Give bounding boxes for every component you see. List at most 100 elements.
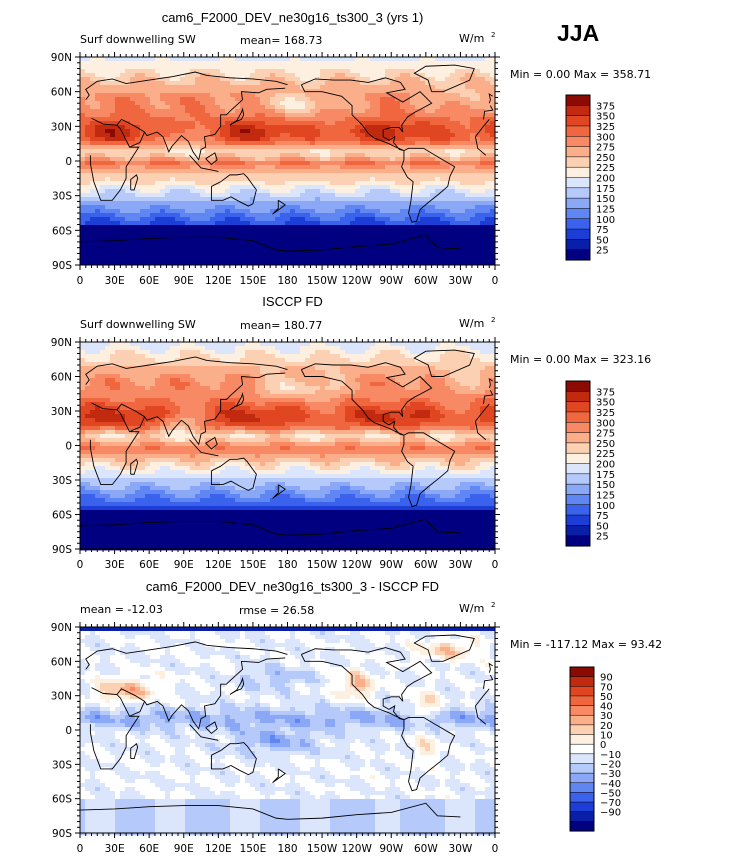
x-tick-label: 150E	[240, 559, 267, 571]
x-tick-label: 120W	[341, 559, 372, 571]
colorbar-label: −50	[600, 788, 621, 799]
coastline	[130, 458, 139, 475]
colorbar-box	[565, 494, 591, 506]
colorbar-label: 90	[600, 673, 613, 684]
coastline	[483, 390, 494, 405]
colorbar-box	[565, 187, 591, 199]
coastline	[85, 641, 288, 670]
y-tick-label: 0	[65, 441, 72, 453]
coastline	[210, 742, 257, 776]
y-tick-label: 60N	[51, 87, 72, 99]
x-tick-label: 0	[77, 559, 84, 571]
x-tick-label: 30W	[449, 559, 473, 571]
colorbar-box	[569, 724, 595, 736]
colorbar-label: −70	[600, 798, 621, 809]
colorbar-box	[569, 763, 595, 774]
x-tick-label: 90E	[174, 275, 194, 287]
colorbar-box	[565, 146, 591, 158]
colorbar-label: 100	[596, 501, 615, 512]
coastline	[272, 768, 286, 784]
x-tick-label: 0	[77, 275, 84, 287]
y-tick-label: 60S	[52, 794, 72, 806]
x-tick-label: 120E	[205, 843, 232, 855]
colorbar-label: 10	[600, 731, 613, 742]
colorbar-label: 50	[600, 692, 613, 703]
colorbar-label: 225	[596, 449, 615, 460]
y-tick-label: 0	[65, 725, 72, 737]
colorbar-box	[565, 432, 591, 444]
panel-title: ISCCP FD	[262, 294, 322, 309]
colorbar-box	[569, 782, 595, 793]
colorbar-box	[565, 401, 591, 413]
units-label: W/m	[459, 32, 484, 45]
x-tick-label: 120W	[341, 843, 372, 855]
colorbar-label: 200	[596, 174, 615, 185]
units-superscript: 2	[491, 601, 495, 609]
colorbar-label: 0	[600, 740, 606, 751]
coastline	[129, 131, 145, 148]
colorbar-box	[569, 676, 595, 687]
colorbar-box	[565, 177, 591, 189]
coastlines	[79, 64, 494, 252]
colorbar-label: 150	[596, 480, 615, 491]
coastline	[116, 87, 286, 161]
coastline	[89, 117, 140, 201]
x-tick-label: 150W	[307, 559, 338, 571]
map-panel-1: cam6_F2000_DEV_ne30g16_ts300_3 (yrs 1) Su…	[51, 10, 651, 287]
coastline	[474, 705, 487, 725]
colorbar-box	[565, 125, 591, 137]
colorbar-box	[565, 514, 591, 526]
colorbar-box	[565, 504, 591, 516]
colorbar-label: 25	[596, 246, 609, 257]
x-tick-label: 120W	[341, 275, 372, 287]
x-tick-label: 120E	[205, 275, 232, 287]
coastline	[205, 721, 218, 735]
coastline	[89, 687, 140, 770]
coastline	[488, 662, 493, 673]
colorbar-box	[565, 218, 591, 230]
colorbar-box	[565, 473, 591, 485]
coastline	[483, 674, 494, 689]
colorbar-box	[565, 452, 591, 465]
coastline	[129, 701, 145, 717]
colorbar-label: 125	[596, 490, 615, 501]
colorbar-box	[565, 442, 591, 454]
y-tick-label: 30N	[51, 121, 72, 133]
colorbar-box	[565, 422, 591, 434]
colorbar-box	[565, 535, 591, 547]
colorbar-box	[569, 714, 595, 726]
colorbar-box	[565, 136, 591, 148]
panel-title: cam6_F2000_DEV_ne30g16_ts300_3 (yrs 1)	[162, 10, 424, 25]
panel-left-label: mean = -12.03	[80, 603, 163, 616]
x-tick-label: 30W	[449, 275, 473, 287]
colorbar-label: 75	[596, 511, 609, 522]
x-tick-label: 150E	[240, 843, 267, 855]
y-tick-label: 90S	[52, 544, 72, 556]
colorbar-box	[569, 821, 595, 832]
colorbar-label: 40	[600, 702, 613, 713]
colorbar-box	[569, 705, 595, 716]
colorbar-box	[565, 166, 591, 179]
colorbar-box	[569, 686, 595, 697]
colorbar-label: 350	[596, 112, 615, 123]
coastline	[205, 152, 218, 166]
season-label: JJA	[557, 20, 600, 46]
coastline	[488, 377, 493, 389]
y-tick-label: 0	[65, 156, 72, 168]
field-cells	[80, 342, 496, 551]
coastline	[79, 236, 288, 252]
colorbar-label: −30	[600, 769, 621, 780]
y-tick-label: 30N	[51, 691, 72, 703]
coastline	[413, 634, 475, 662]
colorbar: 3753503253002752502252001751501251007550…	[565, 94, 615, 261]
coastline	[130, 174, 139, 191]
y-tick-label: 30S	[52, 759, 72, 771]
colorbar-label: 125	[596, 204, 615, 215]
coastline	[483, 105, 494, 120]
y-tick-label: 60S	[52, 510, 72, 522]
colorbar-label: 175	[596, 470, 615, 481]
x-tick-label: 90W	[379, 275, 403, 287]
x-tick-label: 30E	[105, 275, 125, 287]
colorbar-box	[569, 743, 595, 755]
field-cells	[80, 627, 496, 836]
